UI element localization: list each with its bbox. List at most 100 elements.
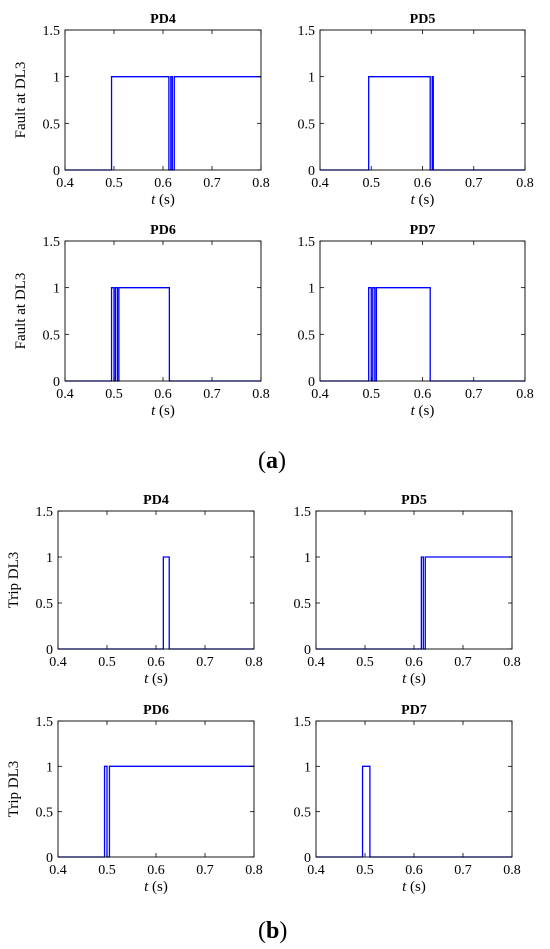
- x-tick-label: 0.6: [154, 176, 172, 191]
- panel-label-a-letter: a: [266, 448, 278, 474]
- y-tick-label: 0.5: [298, 328, 316, 343]
- series-line: [65, 287, 261, 382]
- x-tick-label: 0.8: [252, 176, 270, 191]
- y-tick-label: 1.5: [43, 24, 61, 39]
- y-tick-label: 1: [53, 71, 60, 86]
- x-axis-label: t (s): [411, 403, 435, 419]
- y-tick-label: 1.5: [36, 505, 54, 520]
- panel-label-a: (a): [258, 448, 286, 475]
- plot-frame: [57, 720, 255, 858]
- y-tick-label: 1: [46, 760, 53, 775]
- y-tick-label: 1.5: [294, 715, 312, 730]
- x-tick-label: 0.8: [252, 387, 270, 402]
- series-line: [316, 556, 512, 650]
- plot-frame: [319, 29, 526, 171]
- plot-frame: [319, 240, 526, 382]
- y-tick-label: 1.5: [36, 715, 54, 730]
- y-tick-label: 0.5: [36, 806, 54, 821]
- x-axis-label: t (s): [411, 192, 435, 208]
- x-tick-label: 0.7: [465, 176, 483, 191]
- y-tick-label: 0: [46, 643, 53, 658]
- y-tick-label: 0.5: [43, 117, 61, 132]
- y-axis-label: Trip DL3: [6, 552, 22, 609]
- x-tick-label: 0.8: [516, 176, 534, 191]
- series-line: [320, 287, 525, 382]
- panel-label-b: (b): [258, 918, 287, 945]
- x-tick-label: 0.7: [203, 176, 221, 191]
- series-line: [58, 556, 254, 650]
- x-tick-label: 0.4: [56, 176, 74, 191]
- x-tick-label: 0.7: [196, 863, 214, 878]
- x-axis-label-unit: (s): [155, 192, 175, 208]
- x-axis-label-unit: (s): [148, 879, 168, 895]
- chart-a-PD4: PD4 0.4 0.5 0.6 0.7 0.8 0 0.5 1 1.5 t (s) Fault at …: [13, 12, 270, 208]
- x-tick-label: 0.8: [516, 387, 534, 402]
- panel-label-a-close: ): [278, 448, 286, 474]
- x-tick-label: 0.5: [105, 176, 123, 191]
- x-tick-label: 0.5: [98, 863, 116, 878]
- y-tick-label: 1.5: [298, 235, 316, 250]
- x-tick-label: 0.6: [147, 863, 165, 878]
- x-axis-label-var: t: [402, 671, 407, 687]
- x-tick-label: 0.7: [454, 655, 472, 670]
- y-tick-label: 1: [304, 551, 311, 566]
- chart-title: PD7: [401, 703, 427, 718]
- chart-b-PD6: PD6 0.4 0.5 0.6 0.7 0.8 0 0.5 1 1.5 t (s) Trip DL3: [6, 703, 263, 895]
- y-tick-label: 1: [46, 551, 53, 566]
- panel-label-b-open: (: [258, 918, 266, 944]
- chart-title: PD5: [401, 493, 427, 508]
- panel-label-b-letter: b: [266, 918, 280, 944]
- y-tick-label: 0.5: [298, 117, 316, 132]
- y-tick-label: 0: [46, 851, 53, 866]
- y-tick-label: 1.5: [298, 24, 316, 39]
- x-axis-label: t (s): [144, 879, 168, 895]
- series-line: [320, 76, 525, 171]
- x-axis-label: t (s): [151, 403, 175, 419]
- chart-a-PD6: PD6 0.4 0.5 0.6 0.7 0.8 0 0.5 1 1.5 t (s) Fault at …: [13, 223, 270, 419]
- x-tick-label: 0.7: [196, 655, 214, 670]
- y-tick-label: 0: [308, 375, 315, 390]
- x-tick-label: 0.8: [503, 655, 521, 670]
- x-axis-label: t (s): [402, 671, 426, 687]
- chart-title: PD4: [143, 493, 169, 508]
- chart-title: PD6: [143, 703, 169, 718]
- y-tick-label: 1: [308, 282, 315, 297]
- x-tick-label: 0.5: [363, 387, 381, 402]
- x-axis-label: t (s): [144, 671, 168, 687]
- x-tick-label: 0.6: [414, 387, 432, 402]
- panel-label-b-close: ): [279, 918, 288, 944]
- x-tick-label: 0.4: [49, 863, 67, 878]
- series-line: [58, 765, 254, 858]
- y-tick-label: 0: [304, 643, 311, 658]
- chart-title: PD4: [150, 12, 176, 27]
- plot-frame: [64, 240, 262, 382]
- x-axis-label-unit: (s): [415, 403, 435, 419]
- y-tick-label: 1.5: [294, 505, 312, 520]
- y-tick-label: 0.5: [36, 597, 54, 612]
- y-tick-label: 0.5: [43, 328, 61, 343]
- chart-b-PD5: PD5 0.4 0.5 0.6 0.7 0.8 0 0.5 1 1.5 t (s): [294, 493, 521, 687]
- x-axis-label-var: t: [151, 403, 156, 419]
- x-axis-label-unit: (s): [155, 403, 175, 419]
- x-tick-label: 0.6: [405, 863, 423, 878]
- y-tick-label: 1: [53, 282, 60, 297]
- x-axis-label: t (s): [402, 879, 426, 895]
- chart-title: PD6: [150, 223, 176, 238]
- y-tick-label: 0: [53, 375, 60, 390]
- x-axis-label-unit: (s): [406, 671, 426, 687]
- x-tick-label: 0.5: [363, 176, 381, 191]
- y-tick-label: 1: [308, 71, 315, 86]
- y-tick-label: 0: [308, 164, 315, 179]
- x-axis-label-unit: (s): [415, 192, 435, 208]
- plot-frame: [315, 720, 513, 858]
- panel-label-a-open: (: [258, 448, 266, 474]
- y-axis-label: Trip DL3: [6, 761, 22, 818]
- x-tick-label: 0.7: [203, 387, 221, 402]
- x-tick-label: 0.5: [356, 655, 374, 670]
- x-tick-label: 0.4: [56, 387, 74, 402]
- y-tick-label: 0.5: [294, 597, 312, 612]
- x-tick-label: 0.4: [307, 655, 325, 670]
- x-tick-label: 0.4: [311, 176, 329, 191]
- x-tick-label: 0.5: [105, 387, 123, 402]
